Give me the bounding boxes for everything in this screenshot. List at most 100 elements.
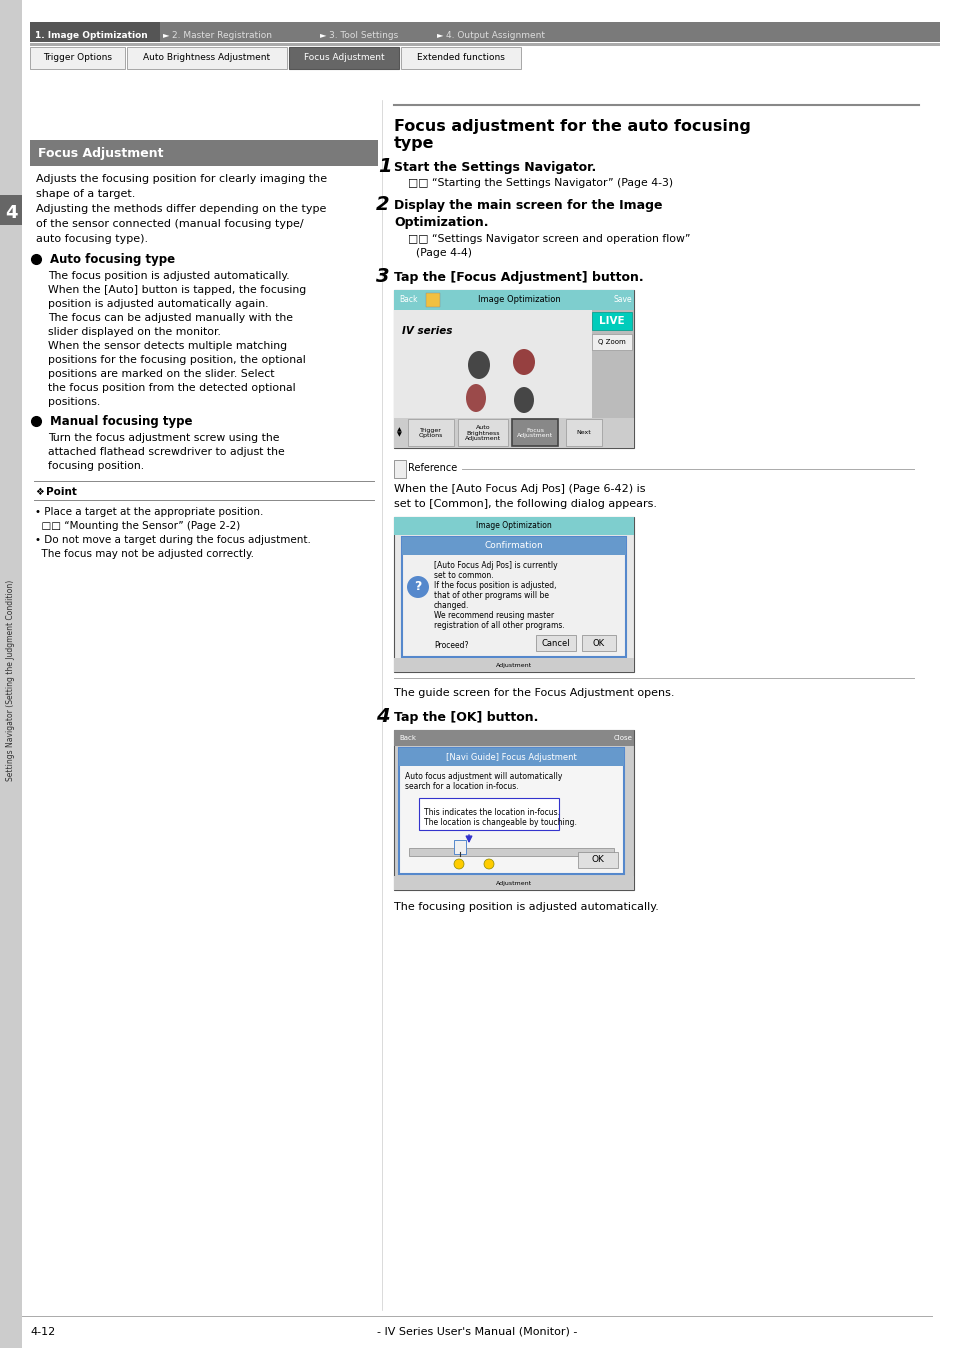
Bar (394, 518, 634, 673)
Text: The focus may not be adjusted correctly.: The focus may not be adjusted correctly. (35, 549, 253, 559)
Text: of the sensor connected (manual focusing type/: of the sensor connected (manual focusing… (36, 218, 303, 229)
Text: Adjustment: Adjustment (496, 662, 532, 667)
Text: Back: Back (398, 735, 416, 741)
Text: Focus adjustment for the auto focusing: Focus adjustment for the auto focusing (394, 119, 750, 133)
Text: 4: 4 (375, 708, 389, 727)
Bar (398, 748, 623, 766)
Text: When the sensor detects multiple matching: When the sensor detects multiple matchin… (48, 341, 287, 350)
Bar (394, 310, 592, 418)
Text: Display the main screen for the Image: Display the main screen for the Image (394, 198, 661, 212)
Text: Turn the focus adjustment screw using the: Turn the focus adjustment screw using th… (48, 433, 279, 443)
Text: LIVE: LIVE (598, 315, 624, 326)
Text: ▲
▼: ▲ ▼ (396, 427, 401, 437)
Text: [Auto Focus Adj Pos] is currently: [Auto Focus Adj Pos] is currently (434, 561, 558, 570)
Text: 3: 3 (375, 267, 389, 287)
Text: Cancel: Cancel (541, 639, 570, 647)
Circle shape (483, 859, 494, 869)
Text: positions for the focusing position, the optional: positions for the focusing position, the… (48, 355, 305, 365)
Bar (401, 537, 625, 656)
Text: 1: 1 (377, 158, 392, 177)
Text: the focus position from the detected optional: the focus position from the detected opt… (48, 383, 295, 394)
Text: We recommend reusing master: We recommend reusing master (434, 611, 554, 620)
Text: Start the Settings Navigator.: Start the Settings Navigator. (394, 160, 596, 174)
Text: Tap the [OK] button.: Tap the [OK] button. (394, 710, 537, 724)
Text: Manual focusing type: Manual focusing type (50, 414, 193, 427)
Text: Focus Adjustment: Focus Adjustment (303, 54, 384, 62)
Text: Trigger Options: Trigger Options (43, 54, 112, 62)
Text: Reference: Reference (408, 462, 456, 473)
Text: Auto focusing type: Auto focusing type (50, 252, 175, 266)
Text: Optimization.: Optimization. (394, 216, 488, 229)
Text: 2. Master Registration: 2. Master Registration (172, 31, 272, 39)
Text: Extended functions: Extended functions (416, 54, 504, 62)
Bar (30, 22, 939, 42)
Text: set to common.: set to common. (434, 572, 493, 580)
Bar (426, 293, 439, 307)
Text: Q Zoom: Q Zoom (598, 338, 625, 345)
Text: If the focus position is adjusted,: If the focus position is adjusted, (434, 581, 556, 590)
Text: Focus
Adjustment: Focus Adjustment (517, 427, 553, 438)
Text: positions are marked on the slider. Select: positions are marked on the slider. Sele… (48, 369, 274, 379)
Text: search for a location in-focus.: search for a location in-focus. (405, 782, 518, 791)
Bar (454, 840, 465, 855)
Text: attached flathead screwdriver to adjust the: attached flathead screwdriver to adjust … (48, 448, 284, 457)
Circle shape (454, 859, 463, 869)
Bar (394, 290, 634, 310)
Text: The focusing position is adjusted automatically.: The focusing position is adjusted automa… (394, 902, 659, 913)
Bar (30, 47, 125, 69)
Text: The location is changeable by touching.: The location is changeable by touching. (423, 818, 577, 828)
Text: The focus position is adjusted automatically.: The focus position is adjusted automatic… (48, 271, 290, 280)
Ellipse shape (468, 350, 490, 379)
Bar (394, 290, 634, 448)
Text: Tap the [Focus Adjustment] button.: Tap the [Focus Adjustment] button. (394, 271, 643, 283)
Text: 2: 2 (375, 195, 389, 214)
Bar (565, 419, 601, 446)
Text: Auto Brightness Adjustment: Auto Brightness Adjustment (143, 54, 271, 62)
Text: Point: Point (46, 487, 77, 497)
Text: □□ “Mounting the Sensor” (Page 2-2): □□ “Mounting the Sensor” (Page 2-2) (35, 520, 240, 531)
Circle shape (407, 576, 429, 599)
Text: - IV Series User's Manual (Monitor) -: - IV Series User's Manual (Monitor) - (376, 1326, 577, 1337)
Text: OK: OK (593, 639, 604, 647)
Text: Image Optimization: Image Optimization (477, 295, 559, 305)
Ellipse shape (465, 384, 485, 412)
Ellipse shape (513, 349, 535, 375)
Text: ❖: ❖ (35, 487, 44, 497)
Text: IV series: IV series (401, 326, 452, 336)
Text: Image Optimization: Image Optimization (476, 522, 551, 531)
Bar (30, 22, 160, 42)
Text: type: type (394, 136, 434, 151)
Bar (398, 748, 623, 874)
Text: ►: ► (319, 31, 326, 39)
Text: position is adjusted automatically again.: position is adjusted automatically again… (48, 299, 268, 309)
Text: □□ “Settings Navigator screen and operation flow”: □□ “Settings Navigator screen and operat… (408, 235, 690, 244)
Text: Settings Navigator (Setting the Judgment Condition): Settings Navigator (Setting the Judgment… (7, 580, 15, 780)
Bar (394, 731, 634, 745)
Bar (418, 798, 558, 830)
Ellipse shape (514, 387, 534, 412)
Bar (394, 418, 634, 448)
Text: Auto
Brightness
Adjustment: Auto Brightness Adjustment (464, 425, 500, 441)
Text: set to [Common], the following dialog appears.: set to [Common], the following dialog ap… (394, 499, 657, 510)
Text: ►: ► (163, 31, 170, 39)
Text: Save: Save (614, 295, 632, 305)
Bar (127, 47, 287, 69)
Text: Confirmation: Confirmation (484, 542, 543, 550)
Text: The guide screen for the Focus Adjustment opens.: The guide screen for the Focus Adjustmen… (394, 687, 674, 698)
Text: • Place a target at the appropriate position.: • Place a target at the appropriate posi… (35, 507, 263, 518)
Text: Adjusting the methods differ depending on the type: Adjusting the methods differ depending o… (36, 204, 326, 214)
Bar (0, 195, 22, 225)
Text: Adjusts the focusing position for clearly imaging the: Adjusts the focusing position for clearl… (36, 174, 327, 183)
Text: that of other programs will be: that of other programs will be (434, 590, 548, 600)
Bar (578, 852, 618, 868)
Text: Proceed?: Proceed? (434, 642, 468, 650)
Bar (400, 47, 520, 69)
Text: OK: OK (591, 856, 604, 864)
Bar (581, 635, 616, 651)
Text: Trigger
Options: Trigger Options (418, 427, 443, 438)
Text: □□ “Starting the Settings Navigator” (Page 4-3): □□ “Starting the Settings Navigator” (Pa… (408, 178, 673, 187)
Text: Close: Close (614, 735, 632, 741)
Bar (0, 0, 22, 1348)
Bar (394, 518, 634, 535)
Text: auto focusing type).: auto focusing type). (36, 235, 148, 244)
